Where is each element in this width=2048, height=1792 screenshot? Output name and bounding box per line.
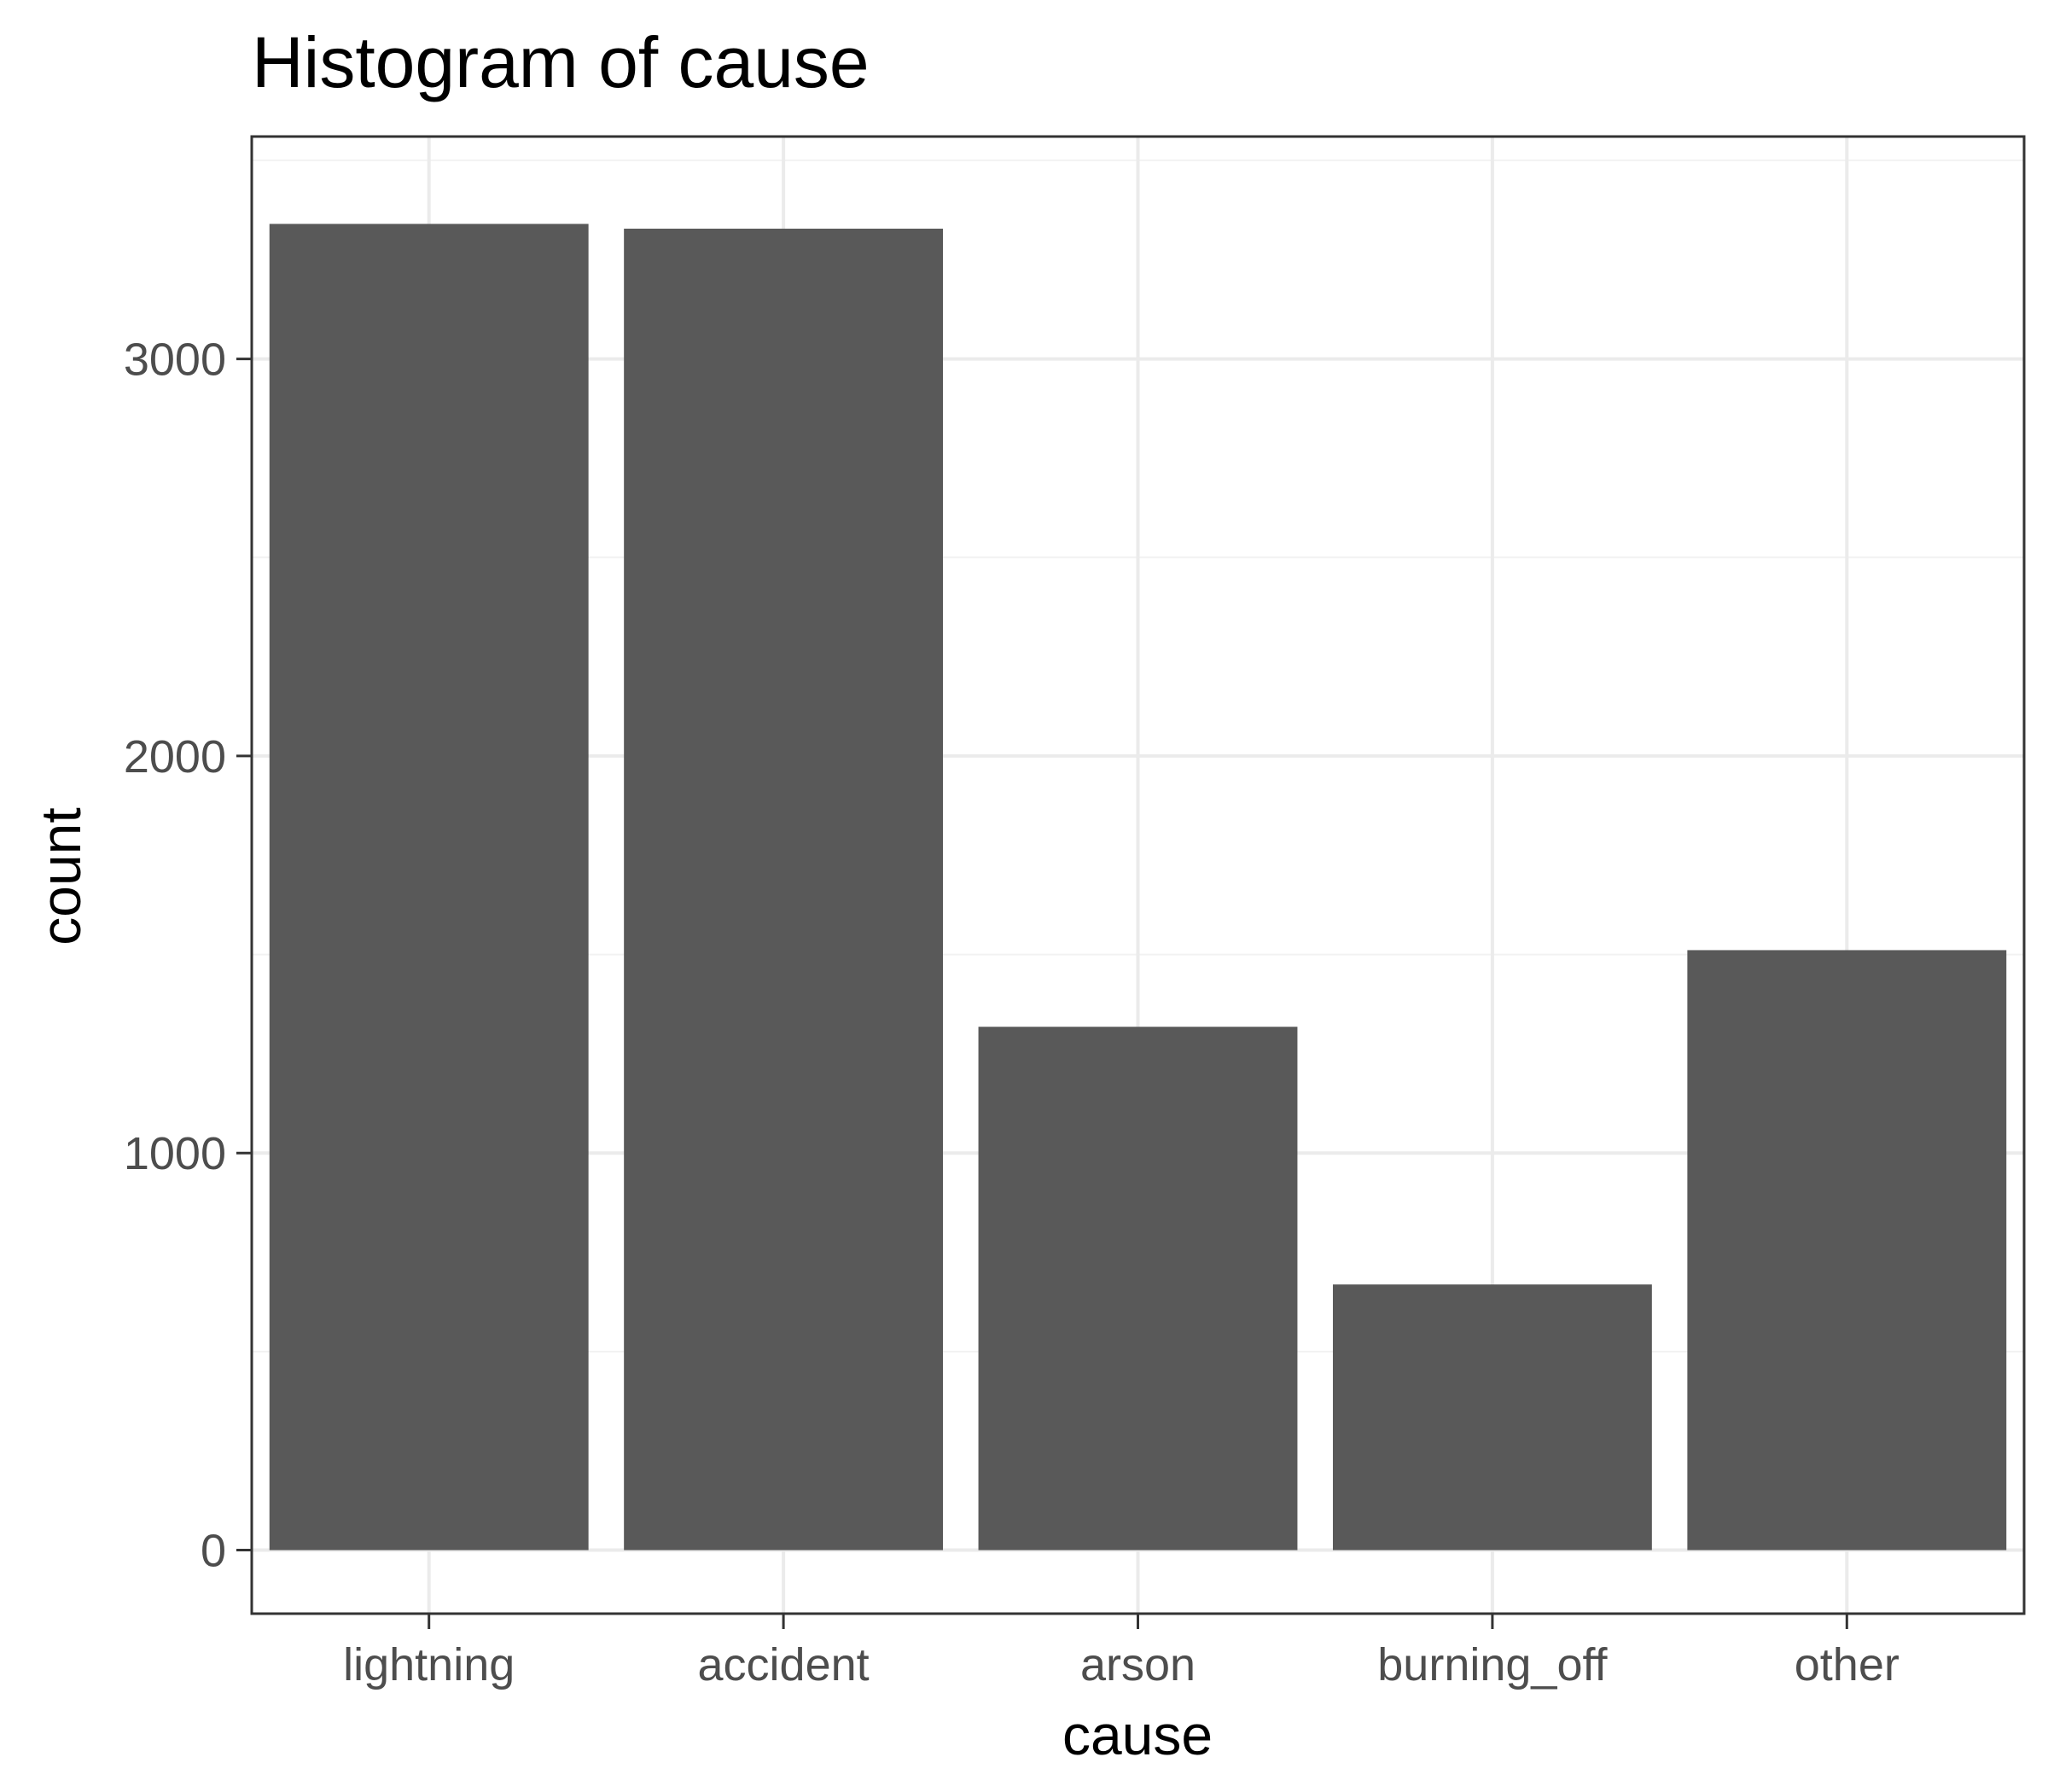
bar-burning_off (1332, 1284, 1652, 1551)
y-tick-label: 3000 (124, 335, 226, 386)
y-axis-title: count (29, 807, 92, 945)
y-tick-label: 1000 (124, 1128, 226, 1179)
bar-accident (624, 228, 944, 1551)
bar-lightning (269, 224, 589, 1551)
y-tick-label: 2000 (124, 731, 226, 783)
bars (269, 224, 2007, 1551)
x-axis-title: cause (1062, 1703, 1213, 1766)
y-tick-label: 0 (201, 1526, 226, 1577)
x-tick-label: arson (1080, 1639, 1196, 1690)
x-tick-label: lightning (343, 1639, 515, 1690)
bar-other (1687, 950, 2007, 1551)
x-tick-label: burning_off (1377, 1639, 1608, 1690)
axis-ticks (236, 358, 1848, 1629)
bar-arson (978, 1027, 1298, 1551)
x-tick-label: other (1795, 1639, 1900, 1690)
tick-labels: 0 1000 2000 3000 lightning accident arson burni… (124, 335, 1900, 1690)
x-tick-label: accident (698, 1639, 870, 1690)
chart-title: Histogram of cause (252, 22, 870, 102)
